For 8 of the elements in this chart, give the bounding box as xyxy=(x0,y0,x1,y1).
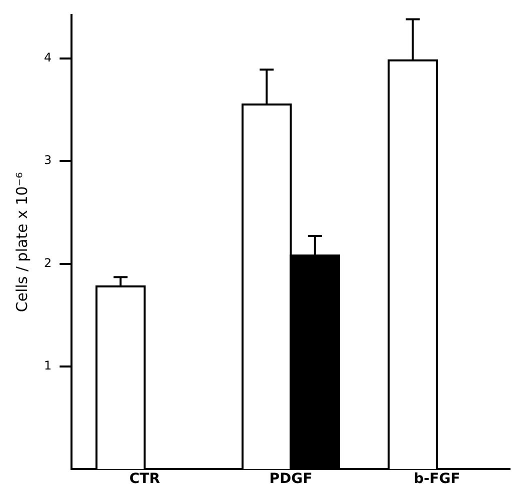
y-tick-label: 3 xyxy=(44,153,52,168)
y-tick-label: 1 xyxy=(44,358,52,373)
y-tick-label: 2 xyxy=(44,256,52,270)
y-tick-label: 4 xyxy=(44,50,52,64)
x-tick-label: b-FGF xyxy=(414,471,460,488)
x-tick-label: CTR xyxy=(129,471,160,488)
y-axis-title: Cells / plate x 10⁻⁶ xyxy=(12,172,31,312)
x-tick-label: PDGF xyxy=(269,471,312,488)
